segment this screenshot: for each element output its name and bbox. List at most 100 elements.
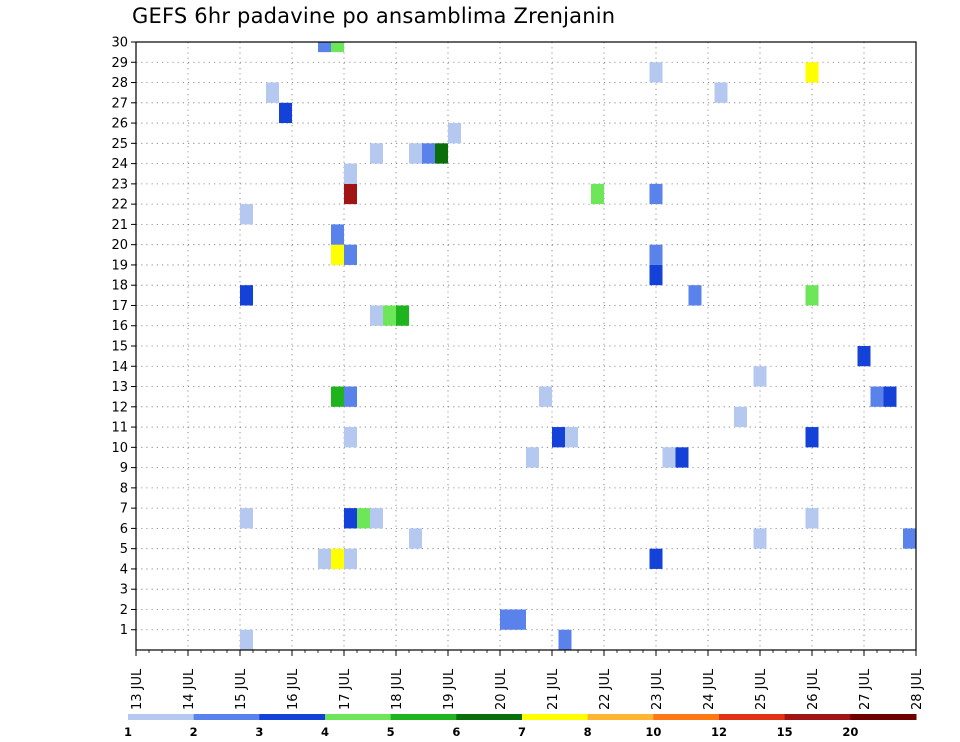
colorbar-segment xyxy=(653,714,720,720)
y-tick-label: 3 xyxy=(120,583,128,598)
colorbar-segment xyxy=(259,714,326,720)
heat-cell xyxy=(805,508,819,529)
heat-cell xyxy=(331,42,344,53)
y-tick-label: 15 xyxy=(111,340,128,355)
heat-cell xyxy=(539,386,552,407)
colorbar: 1 2 3 4 5 6 7 8 10 12 15 20 xyxy=(124,714,917,739)
heat-cell xyxy=(675,447,689,468)
heat-cell xyxy=(240,285,253,306)
heat-cell xyxy=(331,548,344,569)
x-tick-label: 17 JUL xyxy=(338,668,353,710)
y-tick-label: 12 xyxy=(111,400,128,415)
heat-cell xyxy=(240,508,253,529)
x-tick-label: 28 JUL xyxy=(910,668,925,710)
colorbar-label: 2 xyxy=(190,725,198,739)
y-tick-label: 9 xyxy=(120,461,128,476)
y-axis: 1234567891011121314151617181920212223242… xyxy=(111,36,136,638)
colorbar-segment xyxy=(784,714,851,720)
heat-cell xyxy=(753,528,767,549)
y-tick-label: 27 xyxy=(111,96,128,111)
heat-cell xyxy=(883,386,897,407)
heat-cell xyxy=(805,427,819,448)
y-tick-label: 2 xyxy=(120,603,128,618)
colorbar-segment xyxy=(850,714,917,720)
heat-cell xyxy=(344,508,357,529)
colorbar-segment xyxy=(390,714,457,720)
x-tick-label: 23 JUL xyxy=(650,668,665,710)
x-tick-label: 19 JUL xyxy=(442,668,457,710)
heat-cell xyxy=(500,609,513,630)
heat-cell xyxy=(331,224,344,245)
heat-cell xyxy=(870,386,884,407)
heat-cell xyxy=(649,183,663,205)
x-tick-label: 22 JUL xyxy=(598,668,613,710)
y-tick-label: 7 xyxy=(120,502,128,517)
heat-cell xyxy=(383,305,396,326)
y-tick-label: 20 xyxy=(111,238,128,253)
heat-cell xyxy=(344,183,357,205)
y-tick-label: 6 xyxy=(120,522,128,537)
colorbar-label: 3 xyxy=(255,725,263,739)
heat-cell xyxy=(344,548,357,569)
colorbar-segment xyxy=(325,714,392,720)
colorbar-label: 20 xyxy=(842,725,858,739)
heat-cell xyxy=(370,305,383,326)
y-tick-label: 16 xyxy=(111,319,128,334)
heat-cell xyxy=(903,528,916,549)
y-tick-label: 17 xyxy=(111,299,128,314)
colorbar-label: 5 xyxy=(387,725,395,739)
x-tick-label: 14 JUL xyxy=(182,668,197,710)
x-tick-label: 26 JUL xyxy=(806,668,821,710)
heat-cell xyxy=(649,244,663,265)
colorbar-label: 7 xyxy=(518,725,526,739)
heat-cell xyxy=(240,629,253,650)
y-tick-label: 24 xyxy=(111,157,128,172)
colorbar-segment xyxy=(587,714,654,720)
x-tick-label: 21 JUL xyxy=(546,668,561,710)
y-tick-label: 29 xyxy=(111,56,128,71)
heat-cell xyxy=(331,244,344,265)
y-tick-label: 25 xyxy=(111,137,128,152)
colorbar-label: 10 xyxy=(645,725,661,739)
heat-cell xyxy=(805,62,819,83)
y-tick-label: 5 xyxy=(120,542,128,557)
y-tick-label: 30 xyxy=(111,36,128,51)
y-tick-label: 28 xyxy=(111,76,128,91)
heat-cell xyxy=(805,285,819,306)
heat-cell xyxy=(344,244,357,265)
x-axis: 13 JUL 14 JUL 15 JUL 16 JUL 17 JUL 18 JUL 19 J… xyxy=(130,650,925,710)
y-tick-label: 13 xyxy=(111,380,128,395)
x-tick-label: 13 JUL xyxy=(130,668,145,710)
colorbar-segment xyxy=(522,714,589,720)
heat-cell xyxy=(344,427,357,448)
x-tick-label: 16 JUL xyxy=(286,668,301,710)
heat-cell xyxy=(448,123,461,144)
heat-cell xyxy=(370,143,383,164)
heat-cell xyxy=(662,447,676,468)
x-tick-label: 18 JUL xyxy=(390,668,405,710)
colorbar-segment xyxy=(128,714,195,720)
x-tick-label: 25 JUL xyxy=(754,668,769,710)
y-tick-label: 1 xyxy=(120,623,128,638)
heat-cell xyxy=(409,143,422,164)
colorbar-label: 15 xyxy=(777,725,793,739)
grid-layer xyxy=(136,42,916,650)
cells-layer xyxy=(240,42,916,650)
heat-cell xyxy=(266,82,279,103)
heat-cell xyxy=(649,264,663,286)
heat-cell xyxy=(714,82,728,103)
colorbar-label: 6 xyxy=(452,725,460,739)
x-tick-label: 15 JUL xyxy=(234,668,249,710)
colorbar-segment xyxy=(193,714,260,720)
y-tick-label: 23 xyxy=(111,177,128,192)
heat-cell xyxy=(734,406,747,428)
y-tick-label: 8 xyxy=(120,481,128,496)
heat-cell xyxy=(688,285,702,306)
chart-title: GEFS 6hr padavine po ansamblima Zrenjani… xyxy=(132,4,616,28)
heat-cell xyxy=(591,183,604,205)
y-tick-label: 14 xyxy=(111,360,128,375)
y-tick-label: 18 xyxy=(111,279,128,294)
colorbar-label: 12 xyxy=(711,725,727,739)
heat-cell xyxy=(344,163,357,184)
